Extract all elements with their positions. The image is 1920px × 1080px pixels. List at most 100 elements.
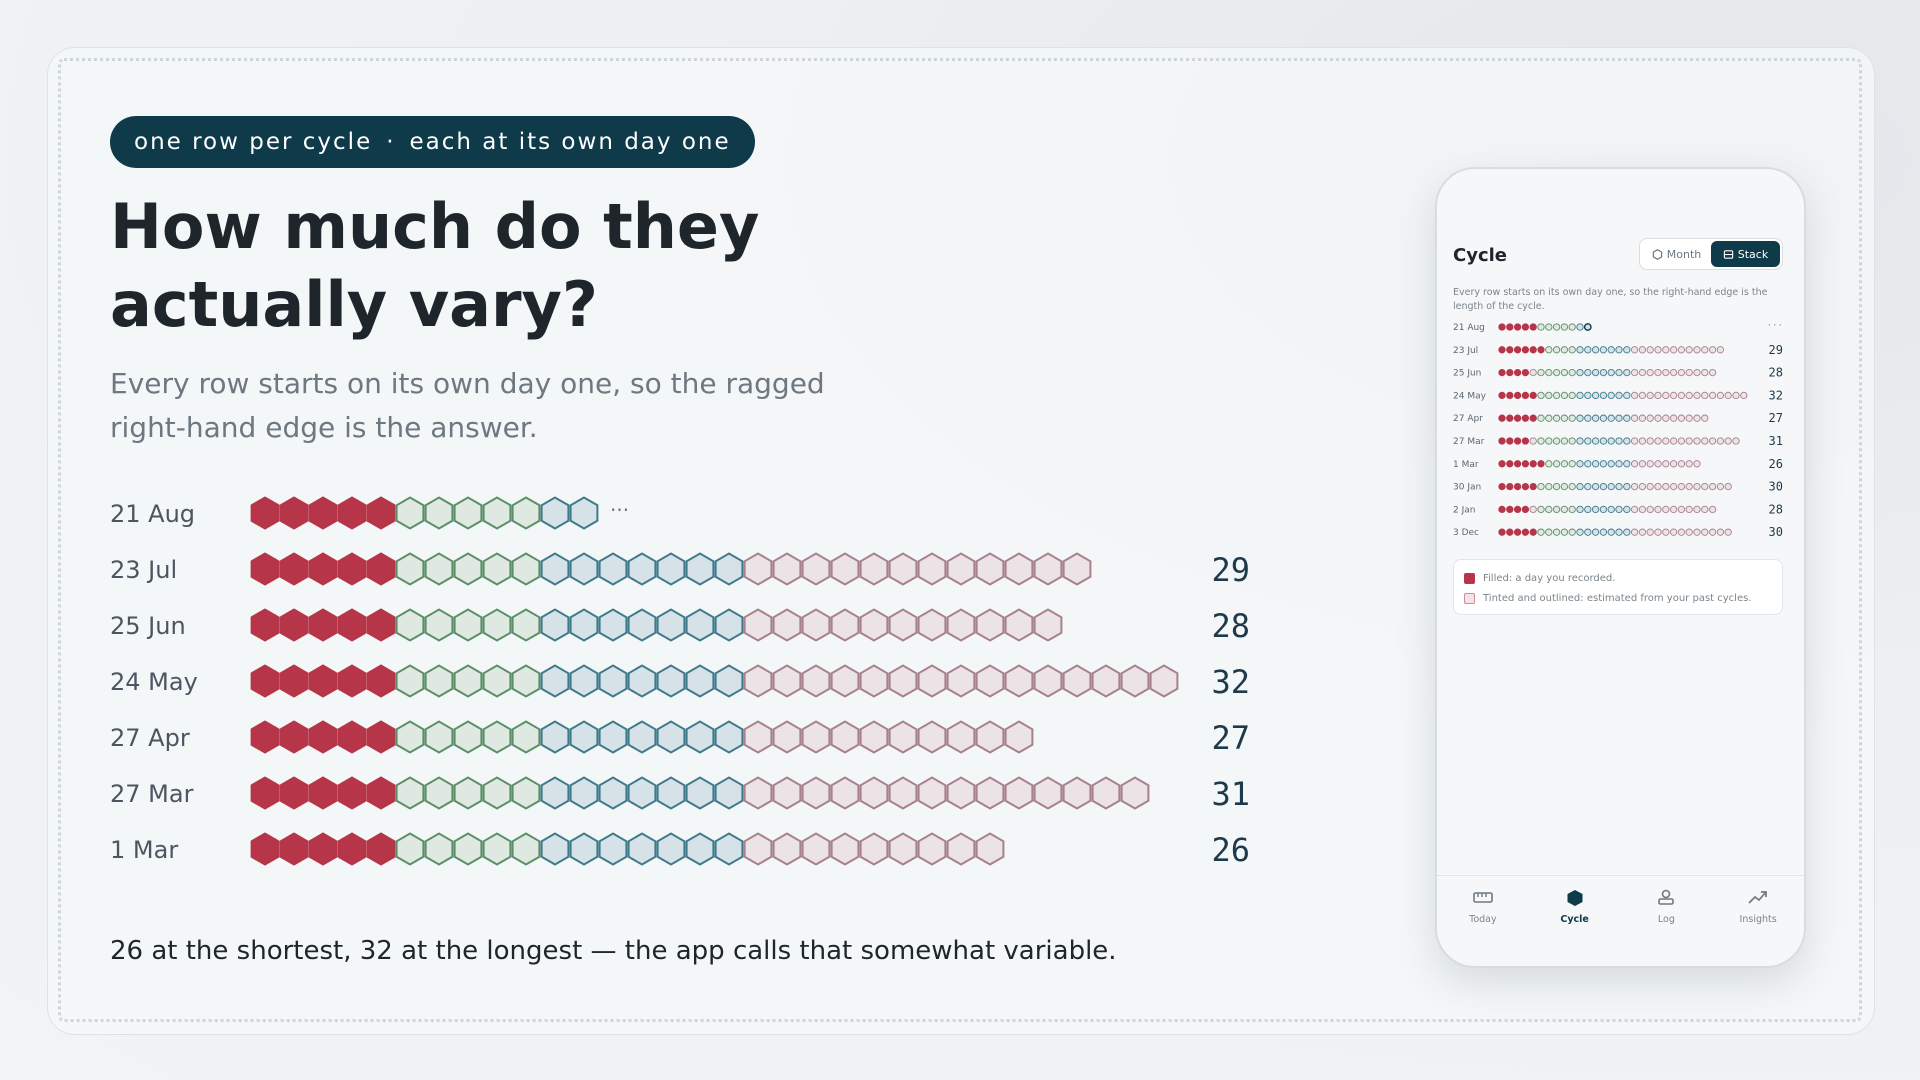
phone-day-dot	[1607, 505, 1615, 514]
day-hexagon	[685, 552, 715, 586]
phone-day-dot	[1677, 346, 1686, 354]
phone-day-dot	[1506, 437, 1514, 445]
tab-today[interactable]: Today	[1437, 876, 1529, 966]
phone-day-dot	[1568, 460, 1576, 468]
phone-day-dot	[1693, 346, 1701, 354]
phone-day-dot	[1716, 528, 1725, 536]
phone-day-dot	[1669, 505, 1678, 514]
phone-day-dot	[1623, 368, 1631, 377]
phone-day-dot	[1560, 368, 1569, 377]
row-label: 21 Aug	[110, 500, 195, 528]
day-hexagon	[569, 720, 599, 754]
tab-cycle[interactable]: Cycle	[1529, 876, 1621, 966]
phone-day-dot	[1701, 346, 1709, 354]
phone-day-dot	[1537, 368, 1545, 377]
day-hexagon	[946, 832, 976, 866]
day-hexagon	[859, 552, 889, 586]
stack-toggle-button[interactable]: Stack	[1711, 241, 1780, 267]
month-toggle-button[interactable]: Month	[1642, 241, 1711, 267]
phone-day-dot	[1607, 482, 1615, 491]
phone-day-dot	[1599, 482, 1608, 491]
phone-day-dot	[1630, 437, 1639, 445]
phone-day-dot	[1537, 505, 1545, 514]
day-hexagon	[569, 608, 599, 642]
phone-day-dot	[1662, 528, 1670, 536]
day-hexagon	[627, 832, 657, 866]
phone-day-dot	[1560, 505, 1569, 514]
day-hexagon	[279, 664, 309, 698]
day-hexagon	[917, 720, 947, 754]
phone-day-dot	[1669, 528, 1678, 536]
phone-day-dot	[1724, 528, 1732, 536]
day-hexagon	[424, 832, 454, 866]
phone-cycle-length: 29	[1769, 343, 1783, 357]
day-hexagon	[540, 776, 570, 810]
phone-day-dot	[1623, 437, 1631, 445]
ongoing-ellipsis: ···	[610, 498, 629, 522]
phone-day-dot	[1693, 505, 1701, 514]
row-label: 25 Jun	[110, 612, 186, 640]
day-hexagon	[482, 720, 512, 754]
day-hexagon	[482, 552, 512, 586]
phone-day-dot	[1646, 437, 1654, 445]
tab-log[interactable]: Log	[1621, 876, 1713, 966]
stack-toggle-label: Stack	[1737, 247, 1769, 261]
cycle-length-label: 32	[1211, 663, 1250, 701]
day-hexagon	[859, 720, 889, 754]
phone-day-dot	[1552, 482, 1561, 491]
day-hexagon	[714, 776, 744, 810]
day-hexagon	[250, 552, 280, 586]
phone-day-dot	[1599, 414, 1608, 422]
day-hexagon	[772, 664, 802, 698]
phone-row-label: 23 Jul	[1453, 346, 1478, 356]
tab-insights[interactable]: Insights	[1712, 876, 1804, 966]
phone-day-dot	[1529, 460, 1537, 468]
phone-day-dot	[1693, 482, 1701, 491]
phone-day-dot	[1498, 505, 1506, 514]
phone-day-dot	[1529, 437, 1537, 445]
phone-day-dot	[1615, 482, 1623, 491]
day-hexagon	[772, 832, 802, 866]
day-hexagon	[395, 608, 425, 642]
phone-day-dot	[1599, 346, 1608, 354]
phone-day-dot	[1646, 505, 1654, 514]
phone-day-dot	[1521, 414, 1530, 422]
day-hexagon	[859, 832, 889, 866]
phone-day-dot	[1623, 460, 1631, 468]
day-hexagon	[308, 832, 338, 866]
phone-day-dot	[1623, 391, 1631, 400]
phone-day-dot	[1560, 482, 1569, 491]
phone-day-dot	[1646, 460, 1654, 468]
phone-day-dot	[1513, 368, 1522, 377]
phone-day-dot	[1529, 368, 1537, 377]
day-hexagon	[627, 720, 657, 754]
day-hexagon	[917, 664, 947, 698]
day-hexagon	[946, 664, 976, 698]
day-hexagon	[801, 720, 831, 754]
day-hexagon	[685, 832, 715, 866]
day-hexagon	[772, 608, 802, 642]
day-hexagon	[540, 720, 570, 754]
phone-day-dot	[1498, 346, 1506, 354]
phone-day-dot	[1560, 460, 1569, 468]
phone-day-dot	[1560, 414, 1569, 422]
phone-row-label: 24 May	[1453, 391, 1487, 401]
day-hexagon	[337, 664, 367, 698]
day-hexagon	[540, 608, 570, 642]
phone-day-dot	[1662, 460, 1670, 468]
day-hexagon	[859, 664, 889, 698]
phone-day-dot	[1638, 482, 1647, 491]
day-hexagon	[888, 832, 918, 866]
phone-day-dot	[1599, 460, 1608, 468]
day-hexagon	[308, 608, 338, 642]
day-hexagon	[743, 832, 773, 866]
phone-day-dot	[1740, 391, 1748, 400]
day-hexagon	[395, 664, 425, 698]
day-hexagon	[424, 720, 454, 754]
phone-cycle-length: 27	[1769, 411, 1783, 425]
phone-day-dot	[1506, 346, 1514, 354]
day-hexagon	[569, 552, 599, 586]
day-hexagon	[395, 832, 425, 866]
cycle-length-label: 31	[1211, 775, 1250, 813]
phone-day-dot	[1552, 505, 1561, 514]
